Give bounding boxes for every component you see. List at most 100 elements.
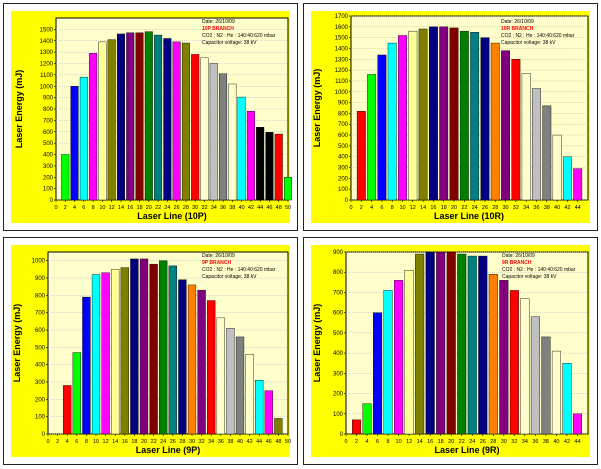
x-tick-label: 24 (160, 439, 166, 445)
bar (172, 41, 181, 201)
bar (246, 111, 255, 201)
y-tick-label: 800 (333, 270, 344, 276)
info-date: Date: 26/10/09 (202, 253, 235, 259)
y-tick-label: 100 (35, 415, 46, 421)
x-axis-label: Laser Line (10R) (434, 211, 504, 221)
bar (418, 28, 428, 201)
bar (404, 270, 414, 435)
y-tick-label: 600 (43, 130, 54, 136)
bar (436, 251, 446, 435)
x-tick-label: 22 (459, 439, 465, 445)
x-tick-label: 26 (174, 205, 180, 211)
x-tick-label: 48 (276, 205, 282, 211)
bar (139, 258, 149, 435)
x-tick-label: 2 (56, 439, 59, 445)
x-tick-label: 10 (399, 205, 405, 211)
bar (356, 111, 366, 201)
bar (135, 32, 144, 201)
bar (149, 263, 158, 435)
y-axis-label: Laser Energy (mJ) (14, 70, 24, 149)
info-date: Date: 26/10/09 (501, 19, 534, 25)
y-tick-label: 1100 (40, 73, 54, 79)
y-tick-label: 500 (35, 345, 46, 351)
chart-panel-10r: 0 100 200 300 400 500 600 700 800 900 1000 1100 1200… (303, 3, 598, 231)
bar (256, 126, 265, 201)
bar (63, 385, 72, 435)
x-tick-label: 14 (112, 439, 118, 445)
chart-panel-9r: 0 100 200 300 400 500 600 700 800 900 0 2 4 6 8 10 12 14… (303, 237, 598, 465)
y-tick-label: 1100 (335, 79, 349, 85)
bar (197, 289, 206, 435)
y-tick-label: 600 (338, 133, 349, 139)
x-tick-label: 22 (155, 205, 161, 211)
y-axis-label: Laser Energy (mJ) (312, 304, 322, 383)
bar (542, 105, 552, 201)
bar (377, 54, 387, 201)
x-tick-label: 16 (430, 205, 436, 211)
x-tick-label: 46 (266, 439, 272, 445)
y-axis-ticks: 0 100 200 300 400 500 600 700 800 900 1000 1100 1200… (40, 27, 56, 204)
y-tick-label: 800 (338, 111, 349, 117)
y-tick-label: 500 (333, 331, 344, 337)
info-voltage: Capacitor voltage: 38 kV (501, 40, 556, 46)
x-tick-label: 30 (189, 439, 195, 445)
y-tick-label: 600 (35, 328, 46, 334)
y-tick-label: 100 (43, 187, 54, 193)
y-tick-label: 0 (50, 198, 54, 204)
x-axis-ticks: 0 2 4 6 8 10 12 14 16 18 20 22 24 26 28 30 32 34 36 38 40 42 4… (46, 434, 291, 445)
y-axis-label: Laser Energy (mJ) (312, 69, 322, 148)
y-tick-label: 400 (35, 363, 46, 369)
bar (72, 352, 81, 435)
bar (387, 42, 397, 201)
x-tick-label: 12 (103, 439, 109, 445)
bar (383, 290, 393, 435)
x-tick-label: 36 (533, 205, 539, 211)
x-tick-label: 16 (122, 439, 128, 445)
bar (439, 26, 449, 201)
bar (415, 253, 425, 435)
bar (130, 258, 139, 435)
x-tick-label: 20 (451, 205, 457, 211)
x-tick-label: 30 (501, 439, 507, 445)
x-tick-label: 32 (513, 205, 519, 211)
x-tick-label: 8 (391, 205, 394, 211)
bars (63, 258, 283, 435)
bar (216, 317, 225, 435)
y-tick-label: 900 (43, 96, 54, 102)
x-tick-label: 26 (480, 439, 486, 445)
bar (98, 41, 107, 201)
grid-lines (351, 15, 588, 201)
x-tick-label: 28 (179, 439, 185, 445)
bar (207, 300, 216, 435)
x-tick-label: 0 (46, 439, 49, 445)
y-tick-label: 400 (43, 153, 54, 159)
chart-panel-9p: 0 100 200 300 400 500 600 700 800 900 1000 0 2 4 6 8 10… (3, 237, 298, 465)
bar (283, 177, 293, 201)
x-tick-label: 4 (66, 439, 69, 445)
y-tick-label: 700 (333, 290, 344, 296)
x-tick-label: 34 (522, 439, 528, 445)
x-tick-label: 38 (227, 439, 233, 445)
x-tick-label: 4 (370, 205, 373, 211)
bar (352, 419, 362, 435)
x-tick-label: 12 (410, 205, 416, 211)
x-tick-label: 38 (229, 205, 235, 211)
y-tick-label: 1000 (335, 90, 349, 96)
bar (530, 316, 540, 435)
x-tick-label: 0 (349, 205, 352, 211)
bar (187, 284, 197, 435)
x-tick-label: 44 (575, 205, 581, 211)
y-tick-label: 400 (333, 351, 344, 357)
bar (154, 34, 163, 201)
chart-panel-10p: 0 100 200 300 400 500 600 700 800 900 1000 1100 1200… (3, 3, 298, 231)
bar (541, 336, 551, 435)
x-tick-label: 32 (199, 439, 205, 445)
bar (398, 35, 407, 201)
x-tick-label: 42 (564, 439, 570, 445)
x-tick-label: 22 (151, 439, 157, 445)
y-tick-label: 0 (340, 432, 344, 438)
info-voltage: Capacitor voltage: 38 kV (202, 40, 257, 46)
y-axis-ticks: 0 100 200 300 400 500 600 700 800 900 1000 1100 1200… (335, 14, 351, 204)
